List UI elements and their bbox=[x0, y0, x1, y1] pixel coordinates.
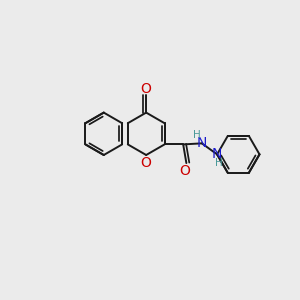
Text: H: H bbox=[215, 158, 223, 168]
Text: O: O bbox=[179, 164, 190, 178]
Text: O: O bbox=[140, 156, 151, 170]
Text: N: N bbox=[212, 147, 222, 161]
Text: O: O bbox=[141, 82, 152, 96]
Text: N: N bbox=[197, 136, 207, 150]
Text: H: H bbox=[193, 130, 200, 140]
